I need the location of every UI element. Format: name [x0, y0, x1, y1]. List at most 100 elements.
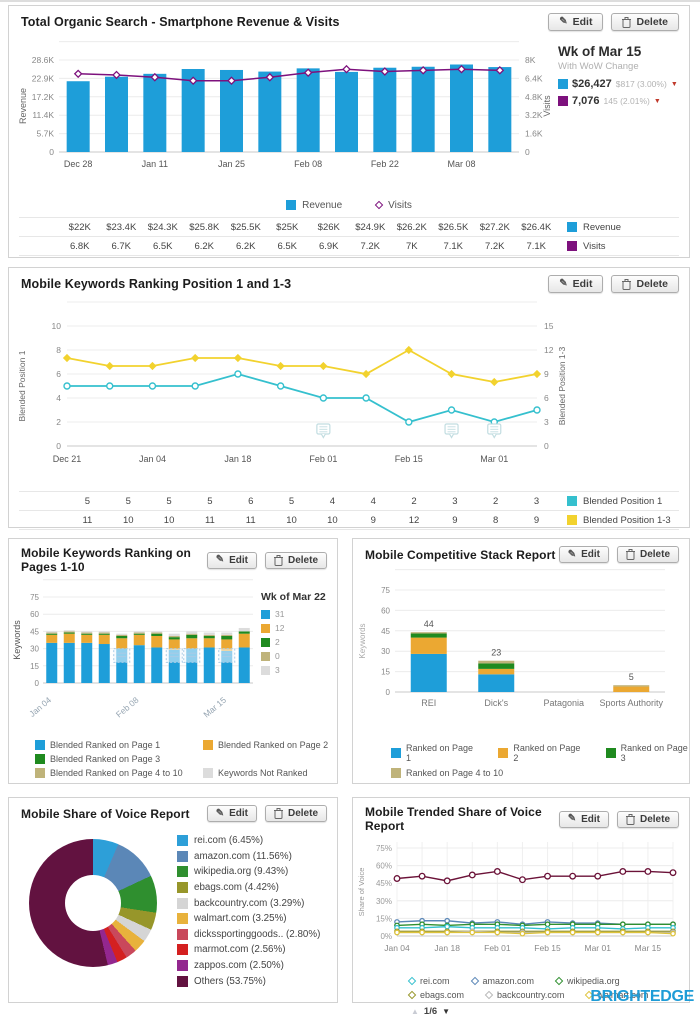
table-cell: $25K: [276, 221, 299, 233]
svg-text:0: 0: [56, 441, 61, 451]
stacked-keywords-chart: 75 60 45 30 15 0 Keywords Jan 04 Feb 08 Mar 15: [9, 577, 261, 734]
table-cell: 5: [288, 495, 295, 507]
table-cell: 11: [204, 514, 215, 526]
legend-item: ebags.com: [407, 990, 464, 1000]
svg-text:60%: 60%: [376, 862, 392, 871]
svg-text:6: 6: [56, 369, 61, 379]
table-cell: $26K: [317, 221, 340, 233]
table-cell: 10: [286, 514, 297, 526]
edit-button[interactable]: ✎ Edit: [206, 805, 257, 822]
svg-text:12: 12: [544, 345, 554, 355]
edit-button[interactable]: ✎ Edit: [548, 275, 604, 293]
svg-text:Dec 28: Dec 28: [64, 159, 93, 169]
data-table: $22K $23.4K $24.3K $25.8K $25.5K $25K $26K $24.…: [19, 217, 679, 256]
trash-icon: [273, 808, 283, 819]
pencil-icon: ✎: [215, 807, 225, 819]
delete-button[interactable]: Delete: [611, 275, 679, 293]
delete-button[interactable]: Delete: [264, 551, 327, 569]
delete-button[interactable]: Delete: [611, 13, 679, 31]
legend-item: amazon.com (11.56%): [177, 849, 320, 865]
table-cell: 4: [370, 495, 376, 507]
table-cell: 9: [533, 514, 540, 526]
page-down-icon[interactable]: ▼: [442, 1007, 451, 1016]
svg-text:Jan 11: Jan 11: [142, 159, 168, 169]
competitive-stack-chart: 75 60 45 30 15 0 Keywords 44 REI 23 Dick's Patagoni…: [353, 566, 689, 741]
svg-text:6.4K: 6.4K: [525, 73, 543, 83]
svg-text:30%: 30%: [376, 897, 392, 906]
week-legend: Wk of Mar 22 31 12 2 0 3: [261, 577, 333, 734]
legend-item: Ranked on Page 3: [605, 743, 689, 763]
svg-text:Blended Position 1: Blended Position 1: [17, 350, 27, 421]
svg-text:REI: REI: [421, 698, 436, 708]
svg-text:44: 44: [424, 619, 434, 629]
svg-text:15: 15: [30, 662, 39, 671]
svg-text:9: 9: [544, 369, 549, 379]
pencil-icon: ✎: [559, 278, 568, 289]
edit-button[interactable]: ✎ Edit: [548, 13, 604, 31]
summary-week: Wk of Mar 15: [558, 44, 642, 59]
table-cell: 6.8K: [69, 240, 90, 252]
table-cell: 3: [452, 495, 458, 507]
panel-keyword-positions: Mobile Keywords Ranking Position 1 and 1…: [8, 267, 690, 530]
edit-button[interactable]: ✎ Edit: [558, 810, 609, 828]
svg-text:0: 0: [525, 147, 530, 157]
table-cell: 8: [493, 514, 499, 526]
table-cell: 4: [329, 495, 336, 507]
table-cell: 7.1K: [443, 240, 464, 252]
table-cell: 2: [411, 495, 417, 507]
edit-button[interactable]: ✎ Edit: [206, 551, 257, 569]
svg-text:45: 45: [30, 627, 39, 636]
edit-button[interactable]: ✎ Edit: [558, 546, 609, 563]
svg-text:4: 4: [56, 393, 61, 403]
table-cell: $26.2K: [396, 221, 427, 233]
svg-text:30: 30: [381, 647, 390, 656]
svg-text:28.6K: 28.6K: [32, 55, 55, 65]
delete-button[interactable]: Delete: [616, 546, 679, 563]
svg-text:8K: 8K: [525, 55, 536, 65]
svg-text:1.6K: 1.6K: [525, 129, 543, 139]
svg-text:Feb 15: Feb 15: [534, 943, 561, 953]
svg-text:Jan 25: Jan 25: [218, 159, 245, 169]
table-cell: 9: [452, 514, 458, 526]
pencil-icon: ✎: [567, 548, 577, 560]
table-cell: 10: [163, 514, 175, 526]
page-title: Mobile Keywords Ranking Position 1 and 1…: [21, 277, 292, 291]
panel-competitive-stack: Mobile Competitive Stack Report ✎ Edit De…: [352, 538, 690, 784]
svg-text:2: 2: [56, 417, 61, 427]
panel-keywords-pages: Mobile Keywords Ranking on Pages 1-10 ✎ E…: [8, 538, 338, 784]
legend-item: Keywords Not Ranked: [203, 768, 337, 778]
chart-legend: rei.com amazon.com wikipedia.org ebags.com b…: [353, 973, 689, 1000]
svg-text:Feb 08: Feb 08: [114, 695, 141, 720]
table-cell: 6.5K: [152, 240, 173, 252]
svg-text:Revenue: Revenue: [18, 88, 28, 124]
panel-header: Mobile Trended Share of Voice Report ✎ Ed…: [353, 798, 689, 836]
summary-revenue: $26,427 $817 (3.00%) ▼: [558, 78, 689, 90]
table-row: $22K $23.4K $24.3K $25.8K $25.5K $25K $26K $24.…: [19, 217, 679, 236]
legend-item: Others (53.75%): [177, 973, 320, 989]
svg-text:Jan 04: Jan 04: [27, 695, 53, 719]
page-up-icon[interactable]: ▲: [411, 1007, 419, 1016]
table-cell: $25.8K: [189, 221, 220, 233]
svg-text:3.2K: 3.2K: [525, 110, 543, 120]
legend-item: Blended Ranked on Page 3: [35, 754, 203, 764]
legend-item: 12: [261, 623, 333, 633]
delete-button[interactable]: Delete: [264, 805, 327, 822]
table-cell: 7.2K: [360, 240, 381, 252]
table-cell: 11: [82, 514, 93, 526]
delete-button[interactable]: Delete: [616, 810, 679, 828]
svg-text:Mar 01: Mar 01: [480, 454, 508, 464]
page-indicator: 1/6: [423, 1006, 438, 1017]
svg-text:Feb 08: Feb 08: [294, 159, 322, 169]
svg-text:Jan 18: Jan 18: [434, 943, 460, 953]
svg-text:Jan 04: Jan 04: [139, 454, 166, 464]
svg-text:5.7K: 5.7K: [37, 129, 55, 139]
legend-item: 31: [261, 609, 333, 619]
svg-text:Mar 15: Mar 15: [201, 695, 228, 720]
svg-text:75%: 75%: [376, 844, 392, 853]
legend-item: Blended Ranked on Page 1: [35, 740, 203, 750]
row-label: Blended Position 1: [557, 496, 679, 507]
table-cell: $22K: [68, 221, 91, 233]
panel-trended-share-of-voice: Mobile Trended Share of Voice Report ✎ Ed…: [352, 797, 690, 1017]
legend-item: zappos.com (2.50%): [177, 958, 320, 974]
